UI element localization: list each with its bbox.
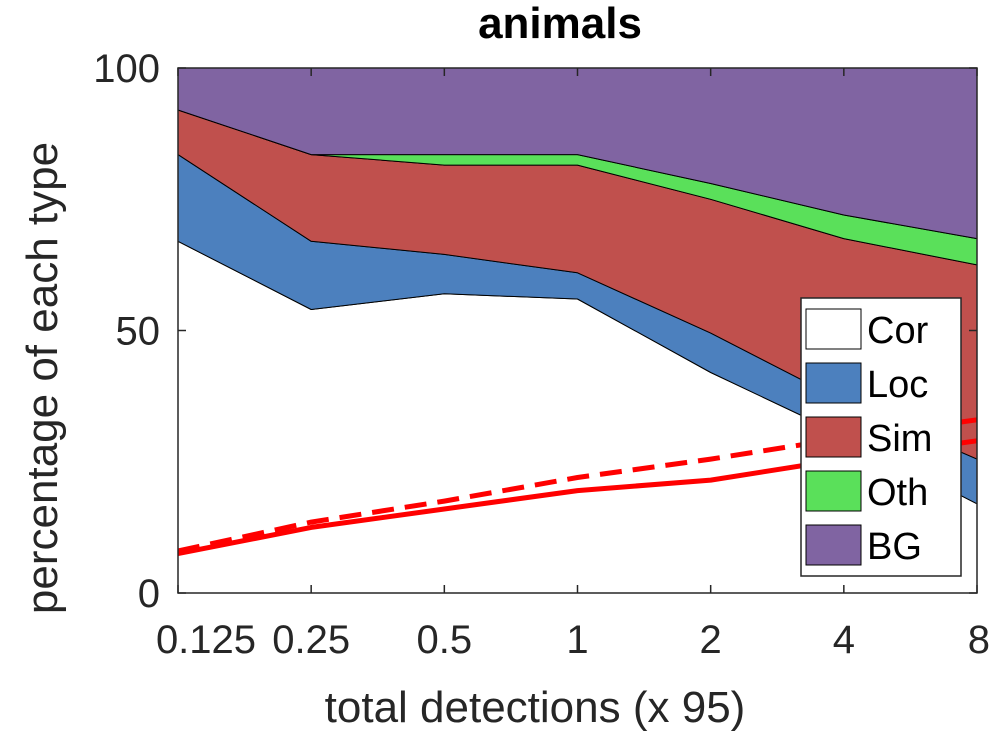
legend-swatch-cor	[805, 308, 862, 350]
y-tick-label: 0	[138, 572, 160, 616]
x-tick-label: 4	[833, 618, 855, 662]
legend: Cor Loc Sim Oth BG	[800, 297, 962, 577]
legend-label-sim: Sim	[867, 418, 932, 460]
legend-label-cor: Cor	[867, 310, 929, 352]
x-tick-label: 0.25	[272, 618, 350, 662]
y-axis-ticks: 0 50 100	[93, 47, 977, 616]
legend-swatch-bg	[805, 524, 862, 566]
chart-title: animals	[478, 0, 642, 48]
legend-swatch-sim	[805, 416, 862, 458]
y-tick-label: 100	[93, 47, 160, 91]
legend-label-bg: BG	[867, 526, 922, 568]
x-tick-label: 0.5	[417, 618, 473, 662]
x-axis-label: total detections (x 95)	[325, 683, 746, 732]
stacked-areas	[177, 67, 978, 594]
x-tick-label: 2	[700, 618, 722, 662]
legend-swatch-oth	[805, 470, 862, 512]
legend-label-oth: Oth	[867, 472, 928, 514]
y-tick-label: 50	[116, 310, 161, 354]
x-axis-ticks: 0.125 0.25 0.5 1 2 4 8	[156, 68, 990, 662]
y-axis-label: percentage of each type	[18, 142, 67, 614]
legend-label-loc: Loc	[867, 364, 928, 406]
legend-swatch-loc	[805, 362, 862, 404]
x-tick-label: 0.125	[156, 618, 256, 662]
x-tick-label: 1	[566, 618, 588, 662]
x-tick-label: 8	[968, 618, 990, 662]
